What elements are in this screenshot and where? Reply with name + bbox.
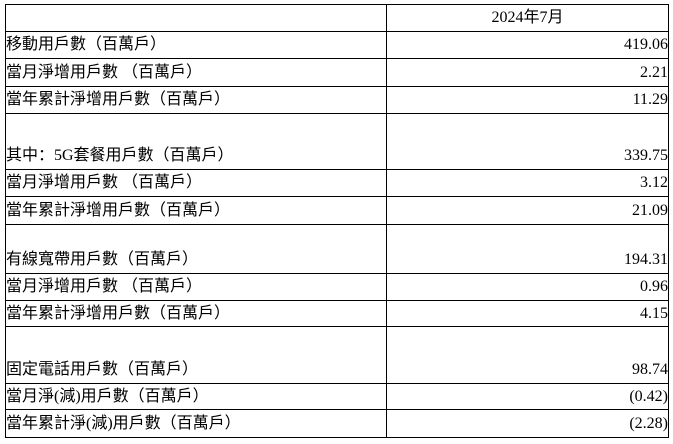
row-label-telephone-customers: 固定電話用戶數（百萬戶）: [5, 326, 387, 384]
row-value-5g-package-customers: 339.75: [386, 113, 669, 170]
header-corner-cell: [5, 4, 387, 32]
row-label-mobile-customers: 移動用戶數（百萬戶）: [5, 31, 387, 59]
row-label-telephone-net-reduction-month: 當月淨(減)用戶數（百萬戶）: [5, 383, 387, 410]
table-header-row: 2024年7月: [5, 4, 669, 32]
row-value-5g-net-add-ytd: 21.09: [386, 196, 669, 225]
table-row: 當年累計淨(減)用戶數（百萬戶） (2.28): [5, 409, 669, 438]
row-label-5g-net-add-ytd: 當年累計淨增用戶數（百萬戶）: [5, 196, 387, 225]
header-period-cell: 2024年7月: [386, 4, 669, 32]
row-value-telephone-net-reduction-month: (0.42): [386, 383, 669, 410]
row-value-broadband-net-add-ytd: 4.15: [386, 300, 669, 327]
table-row: 當月淨增用戶數 （百萬戶） 0.96: [5, 273, 669, 301]
table-row: 當年累計淨增用戶數（百萬戶） 21.09: [5, 196, 669, 225]
table-row: 當月淨(減)用戶數（百萬戶） (0.42): [5, 383, 669, 410]
row-label-mobile-net-add-ytd: 當年累計淨增用戶數（百萬戶）: [5, 86, 387, 114]
row-label-5g-net-add-month: 當月淨增用戶數 （百萬戶）: [5, 169, 387, 197]
row-label-broadband-net-add-ytd: 當年累計淨增用戶數（百萬戶）: [5, 300, 387, 327]
row-value-5g-net-add-month: 3.12: [386, 169, 669, 197]
table-row: 固定電話用戶數（百萬戶） 98.74: [5, 326, 669, 384]
table-row: 其中：5G套餐用戶數（百萬戶） 339.75: [5, 113, 669, 170]
row-value-wireline-broadband-customers: 194.31: [386, 224, 669, 274]
table-row: 當年累計淨增用戶數（百萬戶） 11.29: [5, 86, 669, 114]
table-row: 當月淨增用戶數 （百萬戶） 2.21: [5, 58, 669, 87]
row-value-broadband-net-add-month: 0.96: [386, 273, 669, 301]
row-label-broadband-net-add-month: 當月淨增用戶數 （百萬戶）: [5, 273, 387, 301]
table-row: 當年累計淨增用戶數（百萬戶） 4.15: [5, 300, 669, 327]
row-value-mobile-net-add-ytd: 11.29: [386, 86, 669, 114]
row-label-5g-package-customers: 其中：5G套餐用戶數（百萬戶）: [5, 113, 387, 170]
table-row: 當月淨增用戶數 （百萬戶） 3.12: [5, 169, 669, 197]
row-value-mobile-customers: 419.06: [386, 31, 669, 59]
subscriber-data-table-container: 2024年7月 移動用戶數（百萬戶） 419.06 當月淨增用戶數 （百萬戶） …: [5, 4, 669, 438]
table-row: 移動用戶數（百萬戶） 419.06: [5, 31, 669, 59]
row-label-telephone-net-reduction-ytd: 當年累計淨(減)用戶數（百萬戶）: [5, 409, 387, 438]
table-row: 有線寬帶用戶數（百萬戶） 194.31: [5, 224, 669, 274]
row-value-telephone-customers: 98.74: [386, 326, 669, 384]
row-value-mobile-net-add-month: 2.21: [386, 58, 669, 87]
row-label-wireline-broadband-customers: 有線寬帶用戶數（百萬戶）: [5, 224, 387, 274]
subscriber-data-table: 2024年7月 移動用戶數（百萬戶） 419.06 當月淨增用戶數 （百萬戶） …: [5, 4, 669, 438]
row-value-telephone-net-reduction-ytd: (2.28): [386, 409, 669, 438]
row-label-mobile-net-add-month: 當月淨增用戶數 （百萬戶）: [5, 58, 387, 87]
